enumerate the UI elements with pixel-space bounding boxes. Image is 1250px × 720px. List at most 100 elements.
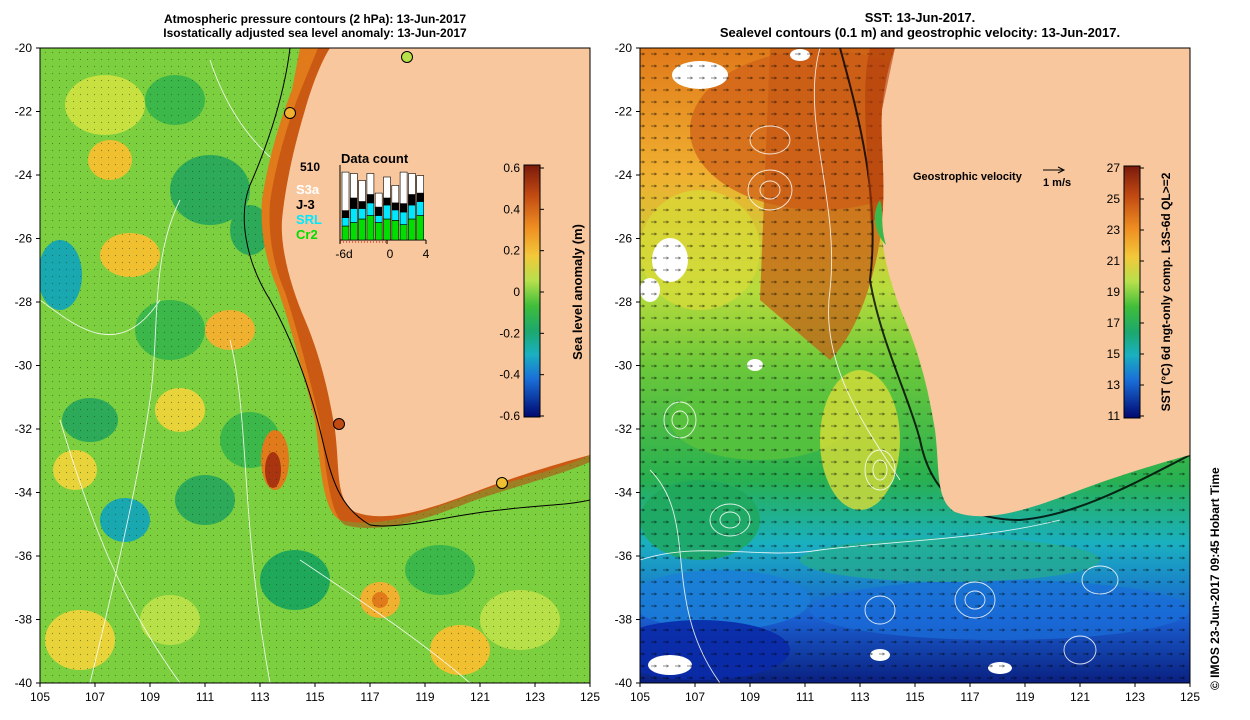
data-count-bar-segment [391,209,400,221]
x-tick-label: 119 [415,690,434,704]
mission-label-j-3: J-3 [296,197,315,212]
data-count-x-tick: -6d [335,247,352,261]
colorbar-tick-label: 0.6 [503,161,520,175]
data-count-bar-segment [391,202,400,211]
y-tick-label: -34 [15,486,33,500]
x-tick-label: 117 [360,690,379,704]
data-count-bar-segment [358,180,366,202]
data-count-bar-segment [374,206,383,216]
colorbar-tick-label: -0.2 [499,326,520,340]
right-title-line2: Sealevel contours (0.1 m) and geostrophi… [719,25,1121,40]
right-panel-title: SST: 13-Jun-2017. Sealevel contours (0.1… [640,10,1200,40]
y-tick-label: -24 [15,168,33,182]
y-tick-label: -40 [615,676,633,690]
x-tick-label: 109 [740,690,760,704]
x-tick-label: 125 [580,690,600,704]
x-tick-label: 109 [140,690,160,704]
data-count-bar-segment [383,218,391,241]
left-title-line1: Atmospheric pressure contours (2 hPa): 1… [163,12,467,26]
colorbar-tick-label: 23 [1107,223,1121,237]
sst-colorbar-ticks: 27 25 23 21 19 17 15 13 11 [1107,161,1144,423]
x-tick-label: 123 [525,690,545,704]
data-count-bar-segment [383,197,391,206]
y-tick-label: -28 [15,295,33,309]
colorbar-tick-label: 11 [1108,409,1121,423]
data-count-bar-segment [416,215,425,241]
tide-gauge-marker [284,107,296,119]
data-count-bar-segment [349,173,358,199]
colorbar-tick-label: 15 [1107,347,1121,361]
data-count-max: 510 [300,160,320,174]
data-count-bar-segment [341,217,350,227]
data-count-bar-segment [383,204,391,220]
y-tick-label: -20 [15,41,33,55]
data-count-bar-segment [341,210,350,218]
tide-gauge-marker [401,51,413,63]
tide-gauge-marker [333,418,345,430]
data-count-bar-segment [366,215,375,241]
data-count-bar-segment [366,194,375,204]
colorbar-tick-label: 0.4 [503,202,520,216]
sst-map [640,48,1190,683]
y-tick-label: -30 [615,359,633,373]
sst-colorbar [1123,165,1141,419]
colorbar-tick-label: 25 [1107,192,1121,206]
x-tick-label: 105 [30,690,50,704]
data-count-bar-segment [416,192,425,202]
y-tick-label: -40 [15,676,33,690]
x-tick-label: 105 [630,690,650,704]
data-count-bar-segment [374,192,383,208]
y-tick-label: -24 [615,168,633,182]
mission-label-srl: SRL [296,212,322,227]
australia-landmass [881,48,1190,517]
y-tick-label: -32 [15,422,33,436]
data-count-bar-segment [374,215,383,223]
left-y-axis: -20 -22 -24 -26 -28 -30 -32 -34 -36 -38 -40 [15,41,40,690]
y-tick-label: -20 [615,41,633,55]
left-x-axis: 105 107 109 111 113 115 117 119 121 123 125 [30,683,600,704]
colorbar-tick-label: 13 [1107,378,1121,392]
velocity-legend-label: Geostrophic velocity [913,171,1023,183]
mission-label-s3a: S3a [296,182,320,197]
data-count-bar-segment [349,197,358,209]
sst-colorbar-label: SST (°C) 6d ngt-only comp. L3S-6d QL>=2 [1159,172,1173,411]
left-panel-title: Atmospheric pressure contours (2 hPa): 1… [40,12,590,40]
velocity-legend: Geostrophic velocity 1 m/s [913,166,1071,189]
data-count-bar-segment [408,194,416,206]
data-count-x-tick: 4 [423,247,430,261]
data-count-bar-segment [366,202,375,216]
data-count-x-tick: 0 [387,247,394,261]
data-count-bar-segment [349,208,358,223]
imos-credit-text: © IMOS 23-Jun-2017 09:45 Hobart Time [1208,467,1222,690]
sealevel-contours [640,48,1119,683]
x-tick-label: 119 [1015,690,1034,704]
x-tick-label: 111 [796,690,815,704]
y-tick-label: -32 [615,422,633,436]
x-tick-label: 117 [960,690,979,704]
x-tick-label: 113 [250,690,269,704]
right-x-axis: 105 107 109 111 113 115 117 119 121 123 125 [630,683,1200,704]
y-tick-label: -36 [615,549,633,563]
right-y-axis: -20 -22 -24 -26 -28 -30 -32 -34 -36 -38 -40 [615,41,640,690]
shelf-contour [243,48,590,527]
x-tick-label: 107 [85,690,105,704]
data-count-bar-segment [408,204,416,220]
velocity-scale-label: 1 m/s [1043,177,1071,189]
x-tick-label: 115 [905,690,924,704]
colorbar-tick-label: 0 [513,285,520,299]
colorbar-tick-label: 21 [1107,254,1121,268]
imos-credit: © IMOS 23-Jun-2017 09:45 Hobart Time [1208,467,1228,710]
data-count-bar-segment [399,224,408,241]
x-tick-label: 121 [1070,690,1090,704]
sla-colorbar-label: Sea level anomaly (m) [570,224,585,360]
data-count-bar-segment [399,171,408,204]
right-title-line1: SST: 13-Jun-2017. [864,10,976,25]
sea-level-anomaly-map [40,48,590,683]
colorbar-tick-label: -0.6 [499,409,520,423]
y-tick-label: -26 [615,232,633,246]
x-tick-label: 115 [305,690,324,704]
x-tick-label: 113 [850,690,869,704]
y-tick-label: -34 [615,486,633,500]
